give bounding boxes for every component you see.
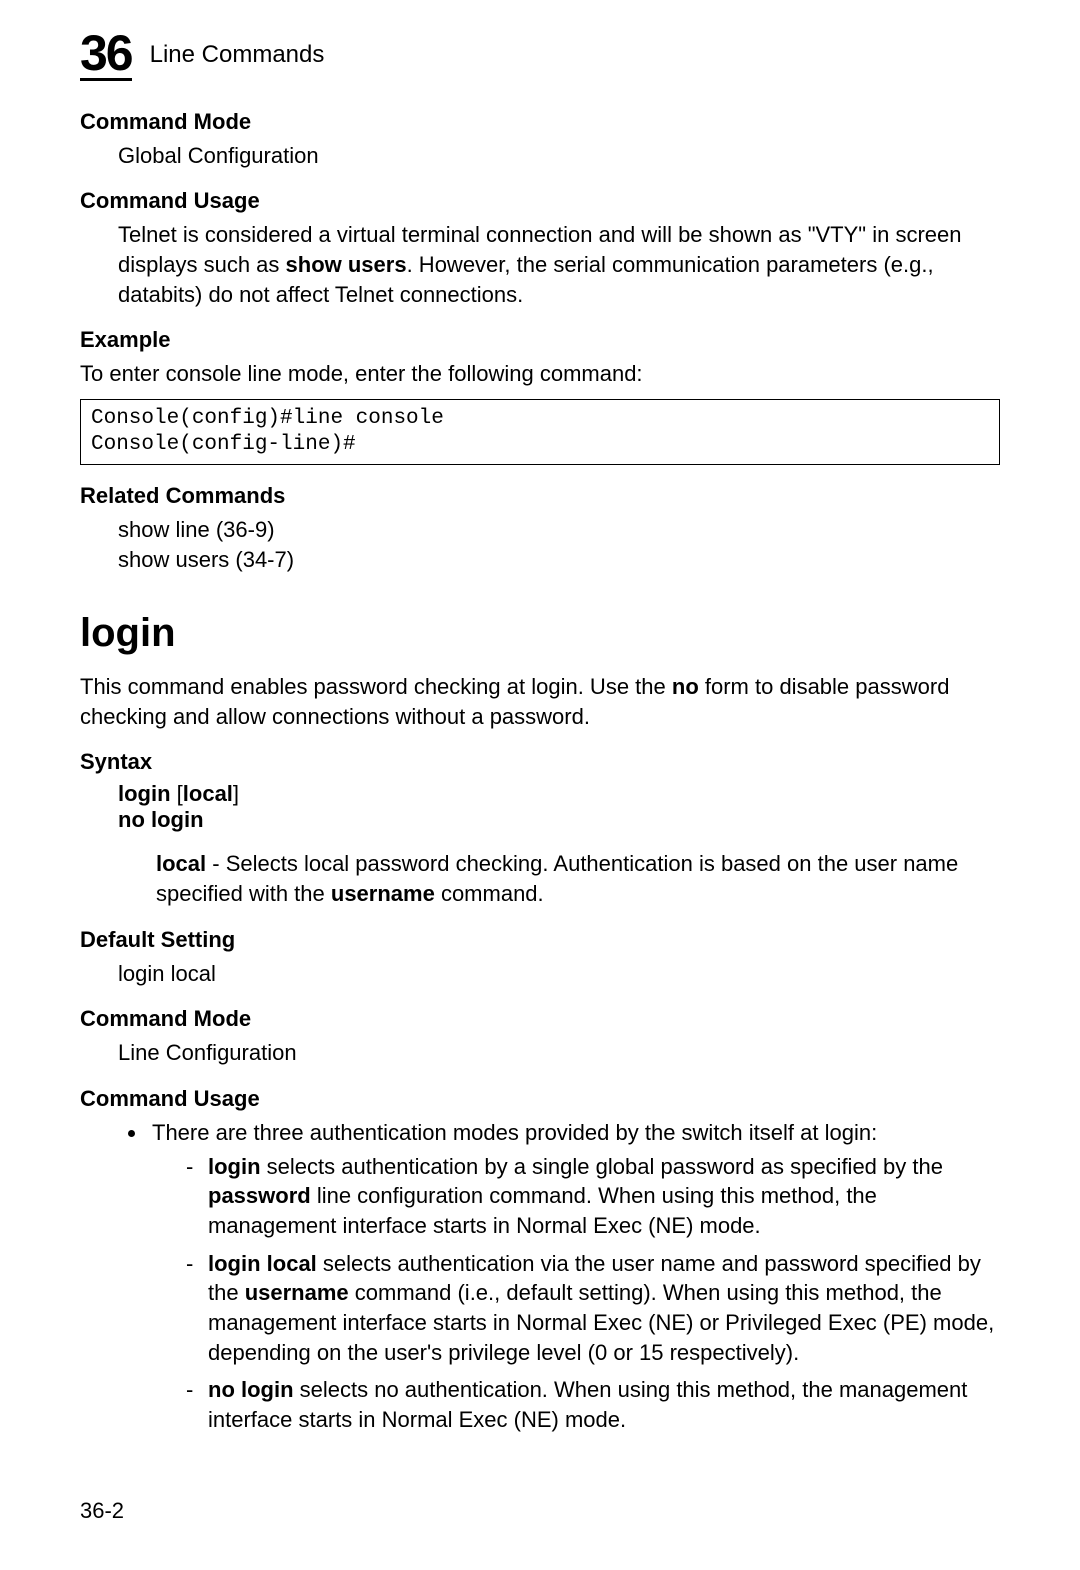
text-default-setting: login local: [80, 959, 1000, 989]
heading-command-usage-1: Command Usage: [80, 188, 1000, 214]
usage-dash-list: login selects authentication by a single…: [152, 1152, 1000, 1435]
syntax-param-local: local - Selects local password checking.…: [80, 849, 1000, 908]
text-command-mode-1: Global Configuration: [80, 141, 1000, 171]
heading-default-setting: Default Setting: [80, 927, 1000, 953]
syntax-line-1: login [local]: [118, 781, 1000, 807]
related-commands-list: show line (36-9) show users (34-7): [80, 515, 1000, 574]
usage-bullet-item: There are three authentication modes pro…: [148, 1118, 1000, 1435]
text-example-intro: To enter console line mode, enter the fo…: [80, 359, 1000, 389]
usage-bullet-list: There are three authentication modes pro…: [148, 1118, 1000, 1435]
heading-command-mode-1: Command Mode: [80, 109, 1000, 135]
text-login-intro: This command enables password checking a…: [80, 672, 1000, 731]
heading-example: Example: [80, 327, 1000, 353]
heading-command-mode-2: Command Mode: [80, 1006, 1000, 1032]
command-title-login: login: [80, 611, 1000, 656]
heading-related-commands: Related Commands: [80, 483, 1000, 509]
chapter-title: Line Commands: [150, 41, 325, 69]
page-number: 36-2: [80, 1498, 124, 1524]
chapter-header: 36 Line Commands: [80, 30, 1000, 81]
heading-syntax: Syntax: [80, 749, 1000, 775]
chapter-number: 36: [80, 30, 132, 81]
syntax-block: login [local] no login: [80, 781, 1000, 833]
page-content: 36 Line Commands Command Mode Global Con…: [0, 0, 1080, 1473]
heading-command-usage-2: Command Usage: [80, 1086, 1000, 1112]
usage-dash-item: login local selects authentication via t…: [186, 1249, 1000, 1368]
code-block-example: Console(config)#line console Console(con…: [80, 399, 1000, 466]
usage-dash-item: login selects authentication by a single…: [186, 1152, 1000, 1241]
usage-dash-item: no login selects no authentication. When…: [186, 1375, 1000, 1434]
text-command-usage-1: Telnet is considered a virtual terminal …: [80, 220, 1000, 309]
related-item: show users (34-7): [118, 545, 1000, 575]
text-command-mode-2: Line Configuration: [80, 1038, 1000, 1068]
related-item: show line (36-9): [118, 515, 1000, 545]
syntax-line-2: no login: [118, 807, 1000, 833]
